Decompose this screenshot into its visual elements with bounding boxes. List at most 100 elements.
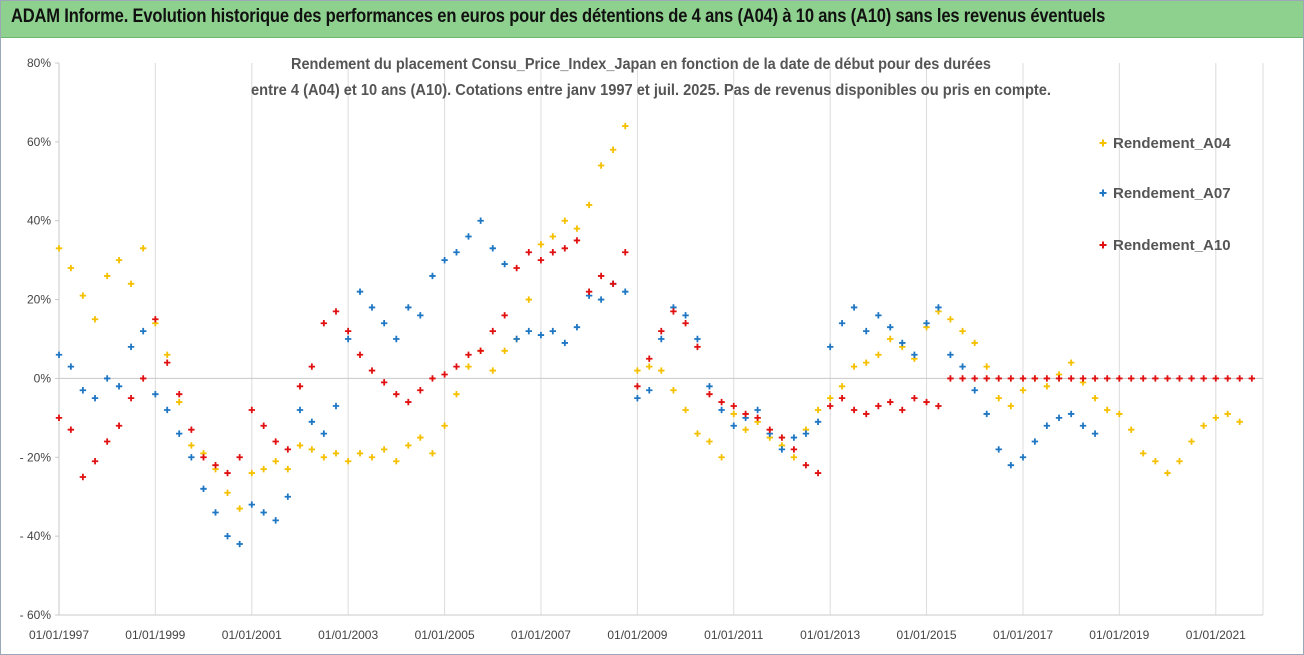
data-point [730, 422, 737, 429]
legend-label: Rendement_A10 [1113, 237, 1231, 254]
data-point [441, 422, 448, 429]
data-point [1019, 454, 1027, 461]
data-point [959, 327, 966, 335]
data-point [501, 312, 508, 319]
x-tick-label: 01/01/2021 [1186, 628, 1246, 642]
data-point [1103, 406, 1111, 414]
data-point [453, 249, 460, 256]
data-point [1043, 375, 1051, 382]
data-point [79, 292, 87, 299]
data-point [622, 249, 629, 256]
data-point [67, 426, 75, 433]
data-point [176, 430, 183, 437]
data-point [1248, 375, 1256, 382]
data-point [260, 465, 267, 473]
data-point [634, 383, 641, 390]
data-point [344, 458, 352, 465]
data-point [682, 320, 689, 327]
data-point [236, 540, 243, 548]
data-point [176, 391, 183, 398]
data-point [1224, 375, 1231, 382]
report-banner: ADAM Informe. Evolution historique des p… [1, 1, 1303, 38]
data-point [1212, 414, 1219, 422]
data-point [332, 308, 340, 315]
data-point [1031, 438, 1039, 445]
data-point [236, 454, 243, 461]
data-point [1128, 426, 1135, 433]
data-point [489, 367, 496, 374]
data-point [152, 316, 159, 323]
data-point [983, 363, 990, 370]
y-tick-label: 40% [27, 214, 51, 228]
data-point [827, 402, 834, 410]
data-point [1007, 461, 1015, 469]
data-point [766, 426, 773, 433]
x-tick-label: 01/01/2009 [607, 628, 667, 642]
chart-title: Rendement du placement Consu_Price_Index… [251, 56, 1051, 99]
data-point [405, 442, 412, 449]
data-point [658, 367, 665, 374]
data-point [911, 394, 918, 402]
data-point [814, 469, 822, 477]
data-point [405, 398, 412, 406]
data-point [368, 304, 376, 311]
data-point [465, 233, 472, 240]
data-point [248, 469, 255, 477]
data-point [368, 367, 376, 374]
data-point [525, 327, 532, 335]
data-point [863, 359, 870, 366]
data-point [1067, 375, 1075, 382]
data-point [236, 505, 243, 512]
data-point [947, 351, 954, 358]
data-point [561, 245, 569, 252]
data-point [489, 327, 496, 335]
data-point [814, 406, 822, 414]
data-point [983, 375, 990, 382]
data-point [1116, 375, 1123, 382]
data-point [887, 335, 894, 343]
data-point [694, 343, 701, 351]
data-point [682, 406, 689, 414]
data-point [284, 446, 292, 453]
data-point [1079, 422, 1087, 429]
data-point [103, 375, 111, 382]
data-point [1200, 375, 1207, 382]
data-point [658, 335, 665, 343]
data-point [850, 406, 858, 414]
data-point [284, 493, 292, 500]
data-point [188, 454, 195, 461]
data-point [850, 363, 858, 370]
data-point [670, 387, 677, 394]
data-point [622, 122, 629, 130]
data-point [489, 245, 496, 252]
data-point [561, 339, 569, 347]
data-point [212, 509, 219, 516]
data-point [634, 394, 641, 402]
data-point [91, 394, 99, 402]
data-point [899, 339, 906, 347]
data-point [850, 304, 858, 311]
data-point [127, 343, 135, 351]
x-tick-label: 01/01/1997 [29, 628, 89, 642]
data-point [405, 304, 412, 311]
y-tick-label: 20% [27, 293, 51, 307]
data-point [622, 288, 629, 295]
data-point [609, 146, 617, 153]
data-point [465, 351, 472, 358]
data-point [296, 383, 304, 390]
data-point [609, 280, 617, 287]
data-point [1043, 383, 1051, 390]
legend-marker [1099, 241, 1107, 249]
chart-title-line-1: Rendement du placement Consu_Price_Index… [291, 56, 991, 73]
data-point [1091, 430, 1099, 437]
data-point [272, 458, 279, 465]
data-point [1091, 394, 1099, 402]
data-point [1152, 458, 1159, 465]
data-point [260, 509, 267, 516]
data-point [429, 450, 436, 457]
x-tick-label: 01/01/2017 [993, 628, 1053, 642]
data-point [164, 359, 171, 366]
data-point [838, 383, 846, 390]
legend-label: Rendement_A04 [1113, 135, 1231, 152]
data-point [561, 217, 569, 224]
